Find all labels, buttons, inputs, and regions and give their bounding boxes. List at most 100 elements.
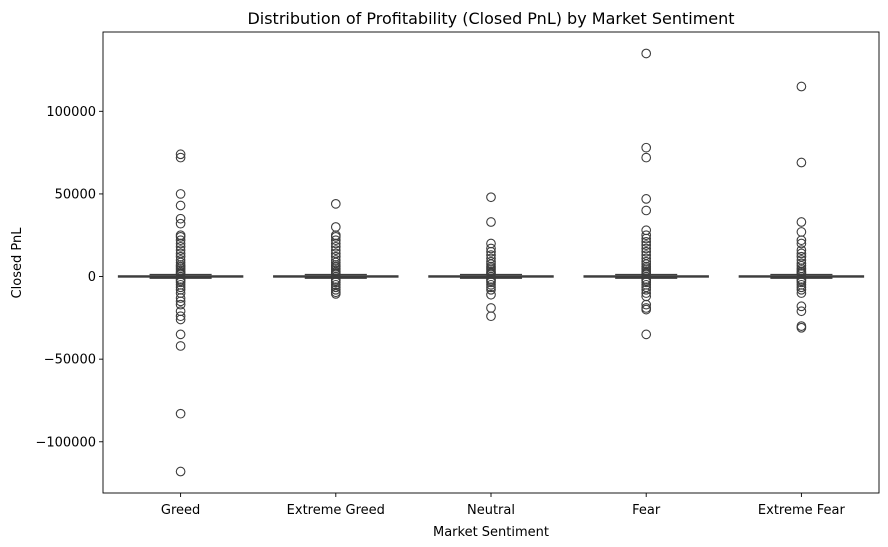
y-tick-label: 0 <box>88 270 96 285</box>
outlier-point <box>641 240 652 251</box>
outlier-point <box>796 306 807 317</box>
outlier-point <box>330 232 341 242</box>
x-tick-label: Extreme Fear <box>758 503 846 518</box>
outlier-point <box>641 225 652 236</box>
outlier-point <box>175 296 186 307</box>
outlier-point <box>175 306 186 317</box>
outlier-point <box>175 213 186 224</box>
outlier-point <box>796 288 807 298</box>
outlier-point <box>330 277 341 288</box>
outlier-point <box>796 81 807 92</box>
plot-frame <box>102 31 880 494</box>
x-axis-label: Market Sentiment <box>433 525 549 540</box>
outlier-point <box>796 301 807 312</box>
outlier-point <box>175 232 186 242</box>
outlier-point <box>486 277 496 288</box>
outlier-point <box>796 277 807 288</box>
outlier-point <box>796 157 807 168</box>
outlier-point <box>796 245 807 255</box>
outlier-point <box>175 245 186 255</box>
axes: −100000 −50000 0 50000 100000 Greed Extreme Gr… <box>35 105 845 518</box>
outlier-point <box>175 152 186 163</box>
x-tick-label: Greed <box>161 503 200 518</box>
outlier-point <box>175 238 186 249</box>
outlier-point <box>175 314 186 325</box>
outlier-point <box>641 277 652 288</box>
outlier-point <box>641 243 652 254</box>
outlier-point <box>175 149 186 160</box>
outlier-point <box>330 241 341 252</box>
y-tick-label: −50000 <box>44 353 96 368</box>
box-greed <box>117 149 244 477</box>
outlier-point <box>641 236 652 247</box>
outlier-point <box>175 299 186 310</box>
outlier-point <box>486 282 496 293</box>
outlier-point <box>641 246 652 257</box>
plot-area <box>117 48 865 477</box>
outlier-point <box>486 279 496 290</box>
outlier-point <box>330 222 341 232</box>
outlier-point <box>175 200 186 211</box>
outlier-point <box>175 282 186 293</box>
outlier-point <box>330 198 341 209</box>
outlier-point <box>796 235 807 246</box>
outlier-point <box>641 48 652 59</box>
outlier-point <box>175 293 186 303</box>
outlier-point <box>641 288 652 298</box>
outlier-point <box>330 284 341 295</box>
outlier-point <box>641 152 652 163</box>
outlier-point <box>641 284 652 295</box>
outlier-point <box>175 241 186 252</box>
outlier-point <box>486 238 496 249</box>
outlier-point <box>175 218 186 229</box>
box-neutral <box>428 192 554 322</box>
outlier-point <box>486 243 496 254</box>
outlier-point <box>486 303 496 313</box>
outlier-point <box>486 217 496 227</box>
outlier-point <box>641 194 652 204</box>
outlier-point <box>175 408 186 419</box>
y-tick-label: 100000 <box>46 105 96 120</box>
outlier-point <box>641 329 652 340</box>
outlier-point <box>641 142 652 153</box>
outlier-point <box>641 230 652 241</box>
y-axis-label: Closed PnL <box>10 227 25 299</box>
chart-title: Distribution of Profitability (Closed Pn… <box>247 9 734 28</box>
outlier-point <box>796 322 807 333</box>
outlier-point <box>330 289 341 299</box>
outlier-point <box>175 277 186 288</box>
x-tick-label: Neutral <box>467 503 515 518</box>
y-tick-label: −100000 <box>35 435 96 450</box>
outlier-point <box>796 282 807 293</box>
box-extreme-greed <box>273 198 399 299</box>
outlier-point <box>175 235 186 246</box>
outlier-point <box>486 311 496 322</box>
outlier-point <box>175 466 186 477</box>
x-tick-label: Fear <box>632 503 661 518</box>
outlier-point <box>330 245 341 255</box>
outlier-point <box>641 233 652 244</box>
box-fear <box>583 48 709 340</box>
x-tick-label: Extreme Greed <box>287 503 385 518</box>
outlier-point <box>796 227 807 237</box>
outlier-point <box>796 217 807 227</box>
outlier-point <box>330 235 341 246</box>
outlier-point <box>486 192 496 203</box>
outlier-point <box>641 205 652 216</box>
outlier-point <box>175 341 186 351</box>
box-extreme-fear <box>738 81 865 333</box>
outlier-point <box>486 246 496 257</box>
outlier-point <box>330 238 341 249</box>
outlier-point <box>486 284 496 295</box>
outlier-point <box>330 282 341 293</box>
outlier-point <box>796 238 807 249</box>
outlier-point <box>175 329 186 340</box>
y-tick-label: 50000 <box>55 187 96 202</box>
outlier-point <box>641 304 652 315</box>
outlier-point <box>486 289 496 300</box>
outlier-point <box>175 189 186 199</box>
outlier-point <box>175 311 186 322</box>
outlier-point <box>796 284 807 295</box>
outlier-point <box>796 248 807 259</box>
